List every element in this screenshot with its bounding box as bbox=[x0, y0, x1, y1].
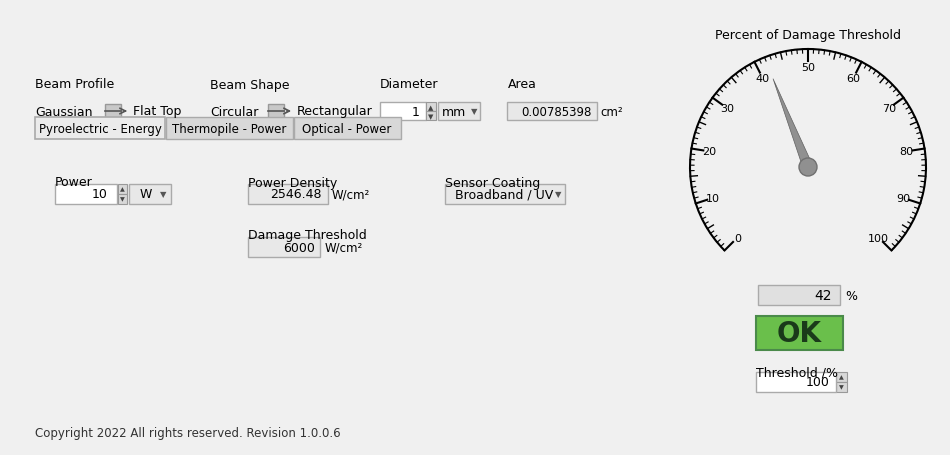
FancyBboxPatch shape bbox=[756, 316, 843, 350]
Text: W/cm²: W/cm² bbox=[325, 241, 363, 254]
FancyBboxPatch shape bbox=[380, 103, 426, 121]
Text: 100: 100 bbox=[807, 376, 830, 389]
Text: Broadband / UV: Broadband / UV bbox=[455, 188, 553, 201]
Text: Gaussian: Gaussian bbox=[35, 105, 92, 118]
FancyBboxPatch shape bbox=[758, 285, 840, 305]
Text: Percent of Damage Threshold: Percent of Damage Threshold bbox=[715, 29, 901, 41]
Text: mm: mm bbox=[442, 105, 466, 118]
Text: W/cm²: W/cm² bbox=[332, 188, 370, 201]
Text: 2546.48: 2546.48 bbox=[271, 188, 322, 201]
FancyBboxPatch shape bbox=[426, 103, 436, 112]
FancyBboxPatch shape bbox=[166, 118, 293, 140]
FancyBboxPatch shape bbox=[105, 105, 121, 119]
Text: Beam Profile: Beam Profile bbox=[35, 78, 114, 91]
FancyBboxPatch shape bbox=[268, 105, 284, 119]
FancyBboxPatch shape bbox=[294, 118, 401, 140]
FancyBboxPatch shape bbox=[507, 103, 597, 121]
FancyBboxPatch shape bbox=[55, 185, 117, 205]
FancyBboxPatch shape bbox=[118, 185, 127, 195]
Text: Copyright 2022 All rights reserved. Revision 1.0.0.6: Copyright 2022 All rights reserved. Revi… bbox=[35, 427, 341, 440]
FancyBboxPatch shape bbox=[445, 185, 565, 205]
Text: Diameter: Diameter bbox=[380, 78, 439, 91]
Text: 90: 90 bbox=[896, 193, 910, 203]
FancyBboxPatch shape bbox=[248, 238, 320, 258]
FancyBboxPatch shape bbox=[756, 372, 836, 392]
Text: Threshold /%: Threshold /% bbox=[756, 366, 838, 379]
Text: ▼: ▼ bbox=[471, 107, 477, 116]
Text: Circular: Circular bbox=[210, 105, 258, 118]
Text: 50: 50 bbox=[801, 63, 815, 73]
Text: Sensor Coating: Sensor Coating bbox=[445, 176, 541, 189]
Text: 80: 80 bbox=[900, 147, 914, 157]
Text: Area: Area bbox=[508, 78, 537, 91]
Text: 40: 40 bbox=[755, 74, 770, 84]
Text: Beam Shape: Beam Shape bbox=[210, 78, 290, 91]
Text: 6000: 6000 bbox=[283, 241, 315, 254]
Text: 42: 42 bbox=[814, 288, 832, 302]
Text: ▼: ▼ bbox=[428, 114, 434, 120]
Text: OK: OK bbox=[777, 319, 822, 347]
Polygon shape bbox=[773, 80, 812, 169]
Text: ▼: ▼ bbox=[160, 190, 166, 199]
Text: 10: 10 bbox=[706, 193, 720, 203]
Text: cm²: cm² bbox=[600, 105, 622, 118]
Text: 30: 30 bbox=[720, 104, 734, 114]
Text: ▼: ▼ bbox=[555, 190, 561, 199]
FancyBboxPatch shape bbox=[35, 162, 655, 389]
Text: 20: 20 bbox=[702, 147, 716, 157]
FancyBboxPatch shape bbox=[35, 118, 165, 140]
Text: ▼: ▼ bbox=[839, 384, 844, 389]
Text: Thermopile - Power: Thermopile - Power bbox=[172, 122, 286, 135]
FancyBboxPatch shape bbox=[129, 185, 171, 205]
Text: ▼: ▼ bbox=[120, 197, 124, 202]
FancyBboxPatch shape bbox=[118, 195, 127, 205]
FancyBboxPatch shape bbox=[836, 382, 847, 392]
Circle shape bbox=[799, 159, 817, 177]
FancyBboxPatch shape bbox=[836, 372, 847, 382]
FancyBboxPatch shape bbox=[248, 185, 328, 205]
Text: W: W bbox=[140, 188, 152, 201]
Text: 1: 1 bbox=[412, 105, 420, 118]
Text: 100: 100 bbox=[868, 233, 889, 243]
Text: 0.00785398: 0.00785398 bbox=[522, 105, 592, 118]
Text: 60: 60 bbox=[846, 74, 861, 84]
Text: Rectangular: Rectangular bbox=[297, 105, 372, 118]
Text: ▲: ▲ bbox=[839, 374, 844, 379]
FancyBboxPatch shape bbox=[438, 103, 480, 121]
Text: Damage Threshold: Damage Threshold bbox=[248, 229, 367, 242]
Text: Power: Power bbox=[55, 176, 93, 189]
Text: Pyroelectric - Energy: Pyroelectric - Energy bbox=[39, 122, 162, 135]
Text: 10: 10 bbox=[92, 188, 108, 201]
Text: Optical - Power: Optical - Power bbox=[302, 122, 391, 135]
FancyBboxPatch shape bbox=[426, 112, 436, 121]
Text: 70: 70 bbox=[882, 104, 896, 114]
Text: Flat Top: Flat Top bbox=[133, 105, 181, 118]
Text: Power Density: Power Density bbox=[248, 176, 337, 189]
Text: ▲: ▲ bbox=[120, 187, 124, 192]
Text: 0: 0 bbox=[733, 233, 741, 243]
Text: ▲: ▲ bbox=[428, 105, 434, 111]
Text: %: % bbox=[845, 289, 857, 302]
